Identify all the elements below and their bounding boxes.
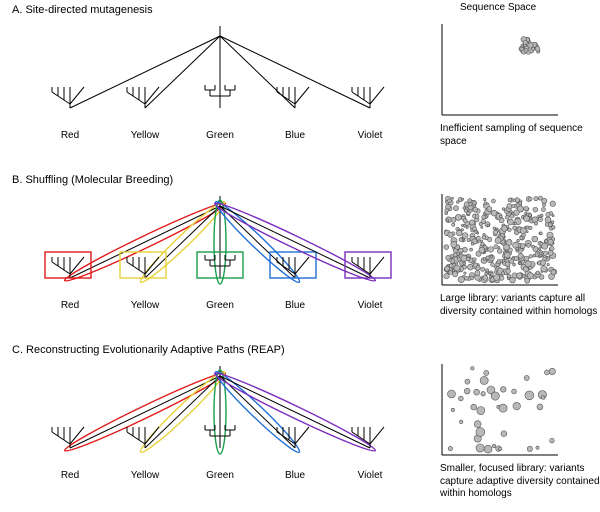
sequence-space-B (440, 192, 560, 287)
subclade (52, 87, 84, 108)
panel-title-A: A. Site-directed mutagenesis (12, 4, 153, 16)
leaf-label: Green (206, 470, 234, 481)
leaf-label: Violet (358, 130, 383, 141)
leaf-label: Blue (285, 130, 305, 141)
leaf-label: Blue (285, 470, 305, 481)
leaf-label: Red (61, 470, 79, 481)
panel-title-B: B. Shuffling (Molecular Breeding) (12, 174, 173, 186)
subclade (52, 257, 84, 278)
phylo-tree-A: Red Yellow Green Blue Violet (20, 16, 400, 156)
subclade-box (45, 252, 91, 278)
leaf-label: Violet (358, 300, 383, 311)
subclade (52, 427, 84, 448)
subclade (352, 87, 384, 108)
leaf-label: Red (61, 130, 79, 141)
leaf-label: Violet (358, 470, 383, 481)
sequence-space-title: Sequence Space (460, 2, 536, 13)
leaf-label: Yellow (131, 300, 160, 311)
subclade (277, 87, 309, 108)
panel-title-C: C. Reconstructing Evolutionarily Adaptiv… (12, 344, 285, 356)
leaf-label: Yellow (131, 130, 160, 141)
sequence-space-A (440, 22, 560, 117)
sequence-space-C (440, 362, 560, 457)
leaf-label: Green (206, 300, 234, 311)
phylo-tree-B: Red Yellow Green Blue Violet (20, 186, 400, 326)
sequence-space-caption-A: Inefficient sampling of sequence space (440, 123, 600, 148)
leaf-label: Red (61, 300, 79, 311)
subclade (127, 87, 159, 108)
leaf-label: Yellow (131, 470, 160, 481)
sequence-space-caption-C: Smaller, focused library: variants captu… (440, 463, 600, 501)
sequence-space-caption-B: Large library: variants capture all dive… (440, 293, 600, 318)
subclade (277, 427, 309, 448)
leaf-label: Green (206, 130, 234, 141)
subclade (277, 257, 309, 278)
leaf-label: Blue (285, 300, 305, 311)
phylo-tree-C: Red Yellow Green Blue Violet (20, 356, 400, 496)
